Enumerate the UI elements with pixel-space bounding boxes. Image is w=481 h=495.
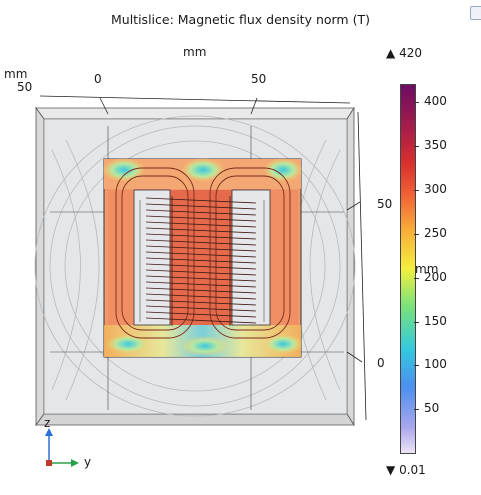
plot-title: Multislice: Magnetic flux density norm (… (111, 12, 370, 27)
triad-z-label: z (44, 416, 51, 430)
winding-coils (139, 196, 265, 326)
legend-tick-line (414, 146, 419, 147)
right-tick-0: 0 (377, 356, 385, 370)
legend-tick-150: 150 (424, 314, 447, 328)
axis-ticks (39, 95, 367, 421)
legend-tick-200: 200 (424, 270, 447, 284)
legend-tick-line (414, 365, 419, 366)
legend-tick-350: 350 (424, 138, 447, 152)
legend-tick-line (414, 322, 419, 323)
transformer-core (102, 158, 303, 358)
legend-tick-line (414, 409, 419, 410)
triad-y-label: y (84, 455, 92, 469)
legend-min: ▼ 0.01 (386, 463, 426, 477)
axis-triad (45, 428, 79, 467)
left-tick-50: 50 (17, 80, 33, 94)
min-triangle-icon: ▼ (386, 463, 396, 477)
legend-tick-300: 300 (424, 182, 447, 196)
graphics-toolbar-icon[interactable] (470, 6, 481, 20)
legend-tick-100: 100 (424, 357, 447, 371)
legend-tick-250: 250 (424, 226, 447, 240)
color-legend-bar (400, 84, 416, 454)
right-axis-unit: mm (415, 262, 439, 276)
right-tick-50: 50 (377, 197, 393, 211)
max-triangle-icon: ▲ (386, 46, 396, 60)
legend-max: ▲ 420 (386, 46, 422, 60)
top-tick-50: 50 (251, 72, 267, 86)
legend-tick-50: 50 (424, 401, 440, 415)
top-axis-unit: mm (183, 45, 207, 59)
top-tick-0: 0 (94, 72, 102, 86)
legend-tick-line (414, 278, 419, 279)
left-axis-unit: mm (4, 67, 28, 81)
legend-tick-400: 400 (424, 94, 447, 108)
legend-tick-line (414, 234, 419, 235)
legend-tick-line (414, 190, 419, 191)
legend-tick-line (414, 102, 419, 103)
